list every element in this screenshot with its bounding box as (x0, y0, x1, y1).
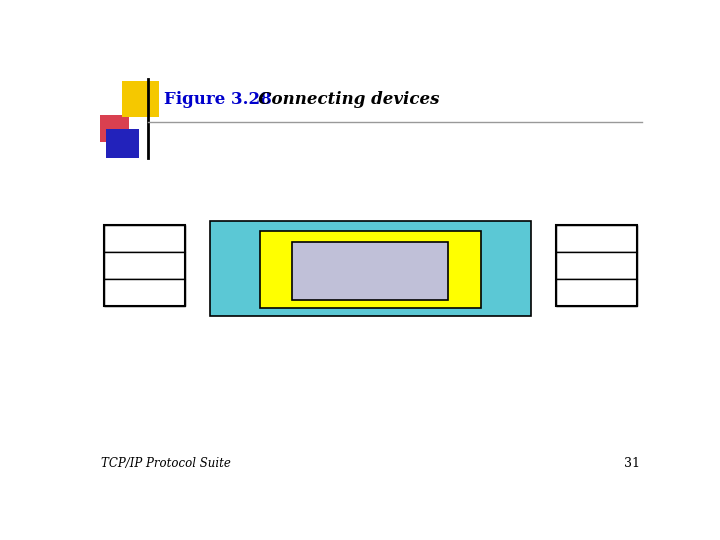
Bar (104, 225, 185, 252)
Bar (210, 221, 531, 316)
Text: Connecting devices: Connecting devices (240, 91, 439, 108)
Bar (556, 279, 637, 306)
Bar (556, 225, 637, 306)
Text: 31: 31 (624, 457, 639, 470)
Text: Figure 3.28: Figure 3.28 (164, 91, 272, 108)
Bar (556, 225, 637, 252)
Text: or hub: or hub (351, 272, 390, 285)
Text: Bridge: Bridge (348, 239, 393, 252)
Bar (104, 252, 185, 279)
Text: Physical: Physical (117, 286, 171, 299)
Bar (122, 82, 158, 117)
Bar (556, 252, 637, 279)
Text: TCP/IP Protocol Suite: TCP/IP Protocol Suite (101, 457, 231, 470)
Bar (100, 114, 129, 141)
Text: three-layer switch: three-layer switch (316, 245, 424, 259)
Text: Network: Network (117, 232, 173, 245)
Bar (104, 225, 185, 306)
Text: Router or: Router or (342, 230, 399, 243)
Bar (106, 129, 139, 158)
Text: Data link: Data link (114, 259, 175, 272)
Text: Data link: Data link (566, 259, 626, 272)
Bar (104, 279, 185, 306)
Text: Physical: Physical (569, 286, 624, 299)
Text: Repeater: Repeater (343, 255, 397, 268)
Text: or two-layer switch: or two-layer switch (313, 253, 428, 266)
Bar (260, 231, 481, 308)
Text: Network: Network (568, 232, 624, 245)
Bar (292, 241, 449, 300)
